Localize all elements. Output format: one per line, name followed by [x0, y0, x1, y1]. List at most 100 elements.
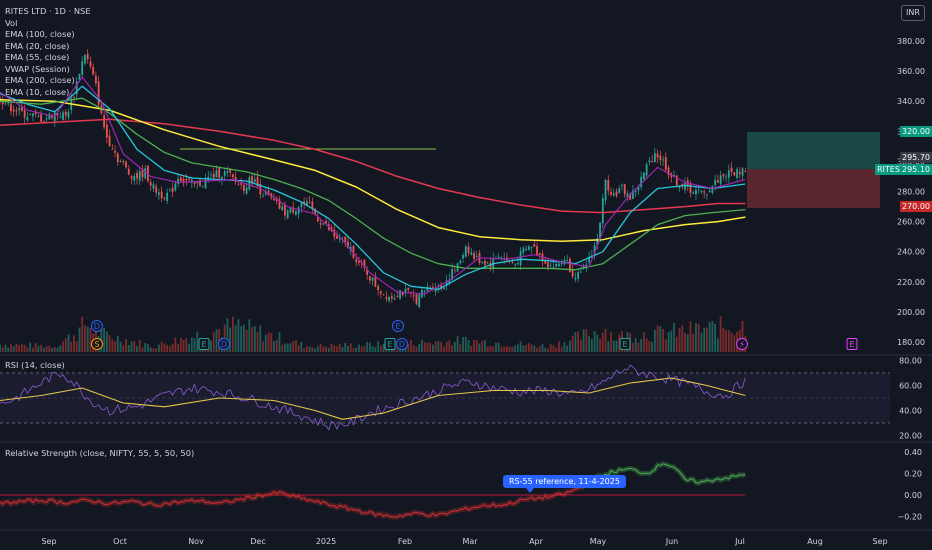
candle-body[interactable]	[240, 183, 243, 185]
earnings-marker[interactable]	[846, 338, 858, 350]
candle-body[interactable]	[434, 287, 437, 292]
candle-body[interactable]	[333, 229, 336, 237]
target-price-tag[interactable]: 320.00	[900, 126, 932, 137]
candle-body[interactable]	[697, 189, 700, 191]
candle-body[interactable]	[136, 173, 138, 179]
candle-body[interactable]	[127, 168, 130, 175]
candle-body[interactable]	[607, 180, 610, 191]
candle-body[interactable]	[369, 276, 371, 281]
candle-body[interactable]	[484, 260, 486, 265]
candle-body[interactable]	[722, 174, 725, 177]
candle-body[interactable]	[51, 115, 53, 119]
candle-body[interactable]	[401, 292, 404, 295]
candle-body[interactable]	[733, 172, 736, 176]
candle-body[interactable]	[648, 160, 651, 163]
candle-body[interactable]	[604, 179, 607, 201]
candle-body[interactable]	[708, 190, 711, 193]
candle-body[interactable]	[15, 110, 18, 112]
candle-body[interactable]	[574, 277, 577, 280]
candle-body[interactable]	[316, 217, 319, 222]
candle-body[interactable]	[48, 113, 51, 120]
rs-pane-title[interactable]: Relative Strength (close, NIFTY, 55, 5, …	[5, 448, 195, 458]
indicator-legend[interactable]: RITES LTD · 1D · NSE Vol EMA (100, close…	[5, 6, 91, 98]
candle-body[interactable]	[267, 190, 270, 196]
candle-body[interactable]	[727, 170, 730, 178]
last-price-tag[interactable]: 295.70	[900, 152, 932, 163]
candle-body[interactable]	[221, 177, 223, 181]
candle-body[interactable]	[667, 167, 670, 175]
candle-body[interactable]	[286, 210, 289, 219]
candle-body[interactable]	[289, 207, 292, 213]
candle-body[interactable]	[336, 235, 338, 239]
currency-button[interactable]: INR	[901, 5, 925, 21]
candle-body[interactable]	[232, 174, 234, 178]
candle-body[interactable]	[182, 179, 185, 182]
candle-body[interactable]	[105, 124, 108, 138]
candle-body[interactable]	[292, 207, 295, 213]
legend-item-ema20[interactable]: EMA (20, close)	[5, 40, 70, 51]
symbol-title[interactable]: RITES LTD · 1D · NSE	[5, 6, 91, 16]
candle-body[interactable]	[516, 263, 519, 264]
candle-body[interactable]	[204, 178, 207, 189]
candle-body[interactable]	[664, 157, 667, 170]
candle-body[interactable]	[536, 246, 538, 255]
candle-body[interactable]	[226, 171, 229, 173]
candle-body[interactable]	[481, 261, 484, 263]
candle-body[interactable]	[78, 73, 81, 80]
earnings-marker[interactable]	[392, 320, 404, 332]
candle-body[interactable]	[103, 115, 106, 128]
candle-body[interactable]	[237, 184, 240, 186]
candle-body[interactable]	[566, 260, 569, 262]
candle-body[interactable]	[448, 279, 451, 284]
candle-body[interactable]	[262, 195, 264, 197]
candle-body[interactable]	[322, 223, 325, 225]
candle-body[interactable]	[138, 171, 141, 181]
candle-body[interactable]	[284, 204, 286, 216]
candle-body[interactable]	[179, 177, 182, 182]
candle-body[interactable]	[714, 179, 717, 186]
candle-body[interactable]	[653, 153, 656, 163]
position-target-zone[interactable]	[747, 132, 880, 169]
candle-body[interactable]	[656, 153, 659, 158]
candle-body[interactable]	[736, 168, 738, 178]
candle-body[interactable]	[10, 103, 12, 112]
candle-body[interactable]	[89, 61, 92, 67]
candle-body[interactable]	[273, 198, 275, 200]
legend-item-ema200[interactable]: EMA (200, close)	[5, 75, 75, 85]
event-markers[interactable]: DS E D EED E ⚡ E	[91, 320, 858, 350]
candle-body[interactable]	[297, 207, 300, 214]
candle-body[interactable]	[295, 211, 297, 215]
candle-body[interactable]	[95, 75, 97, 84]
candle-body[interactable]	[177, 178, 179, 184]
candle-body[interactable]	[73, 97, 75, 98]
candle-body[interactable]	[445, 280, 448, 286]
candle-body[interactable]	[303, 201, 306, 204]
candle-body[interactable]	[84, 54, 86, 64]
candle-body[interactable]	[40, 114, 42, 122]
candle-body[interactable]	[519, 251, 522, 266]
candle-body[interactable]	[86, 53, 89, 60]
candle-body[interactable]	[212, 173, 215, 178]
candle-body[interactable]	[344, 236, 347, 243]
rsi-pane-title[interactable]: RSI (14, close)	[5, 360, 65, 370]
candle-body[interactable]	[612, 193, 615, 196]
candle-body[interactable]	[355, 259, 358, 263]
time-axis[interactable]: Sep Oct Nov Dec 2025 Feb Mar Apr May Jun Jul Aug Sep	[41, 537, 887, 546]
candle-body[interactable]	[281, 206, 284, 211]
candle-body[interactable]	[223, 171, 226, 176]
candle-body[interactable]	[623, 184, 626, 195]
candle-body[interactable]	[251, 175, 253, 183]
candle-body[interactable]	[59, 117, 62, 119]
candle-body[interactable]	[168, 190, 171, 192]
candle-body[interactable]	[34, 111, 37, 115]
candle-body[interactable]	[426, 286, 429, 292]
candle-body[interactable]	[245, 187, 248, 194]
symbol-price-tag[interactable]: 295.10	[900, 164, 932, 175]
candle-body[interactable]	[684, 183, 686, 190]
candle-body[interactable]	[108, 135, 111, 147]
candle-body[interactable]	[371, 277, 374, 281]
candle-body[interactable]	[210, 174, 212, 176]
candle-body[interactable]	[56, 112, 59, 116]
candle-body[interactable]	[122, 161, 125, 163]
candle-body[interactable]	[645, 164, 648, 176]
